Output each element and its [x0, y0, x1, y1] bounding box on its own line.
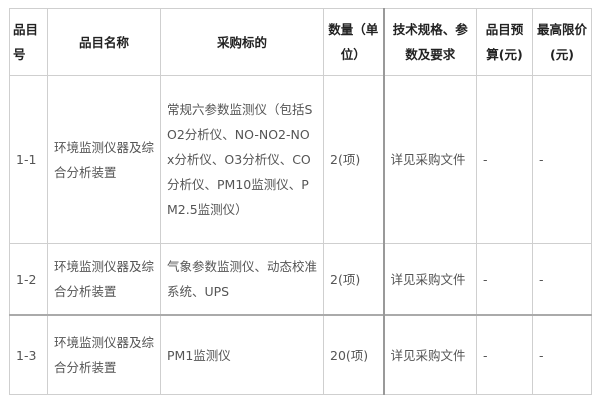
procurement-table: 品目号 品目名称 采购标的 数量（单位） 技术规格、参数及要求 品目预算(元) …: [9, 8, 592, 395]
cell-budget: -: [476, 75, 533, 244]
cell-id: 1-3: [9, 314, 48, 395]
cell-id: 1-2: [9, 243, 48, 316]
cell-spec: 详见采购文件: [383, 243, 477, 316]
header-max-price: 最高限价(元): [532, 8, 592, 76]
cell-spec: 详见采购文件: [383, 75, 477, 244]
table-row: 1-3 环境监测仪器及综合分析装置 PM1监测仪 20(项) 详见采购文件 - …: [9, 314, 592, 395]
table-row: 1-2 环境监测仪器及综合分析装置 气象参数监测仪、动态校准系统、UPS 2(项…: [9, 243, 592, 316]
cell-target: PM1监测仪: [160, 314, 324, 395]
cell-name: 环境监测仪器及综合分析装置: [47, 314, 161, 395]
cell-target: 常规六参数监测仪（包括SO2分析仪、NO-NO2-NOx分析仪、O3分析仪、CO…: [160, 75, 324, 244]
header-item-name: 品目名称: [47, 8, 161, 76]
cell-target: 气象参数监测仪、动态校准系统、UPS: [160, 243, 324, 316]
cell-max: -: [532, 75, 592, 244]
header-target: 采购标的: [160, 8, 324, 76]
header-row: 品目号 品目名称 采购标的 数量（单位） 技术规格、参数及要求 品目预算(元) …: [9, 8, 592, 76]
cell-max: -: [532, 243, 592, 316]
cell-name: 环境监测仪器及综合分析装置: [47, 243, 161, 316]
cell-budget: -: [476, 243, 533, 316]
cell-name: 环境监测仪器及综合分析装置: [47, 75, 161, 244]
cell-qty: 2(项): [323, 75, 385, 244]
cell-id: 1-1: [9, 75, 48, 244]
cell-qty: 2(项): [323, 243, 385, 316]
header-spec: 技术规格、参数及要求: [383, 8, 477, 76]
header-quantity: 数量（单位）: [323, 8, 385, 76]
cell-spec: 详见采购文件: [383, 314, 477, 395]
table-row: 1-1 环境监测仪器及综合分析装置 常规六参数监测仪（包括SO2分析仪、NO-N…: [9, 75, 592, 244]
header-item-no: 品目号: [9, 8, 48, 76]
header-budget: 品目预算(元): [476, 8, 533, 76]
cell-qty: 20(项): [323, 314, 385, 395]
cell-budget: -: [476, 314, 533, 395]
cell-max: -: [532, 314, 592, 395]
